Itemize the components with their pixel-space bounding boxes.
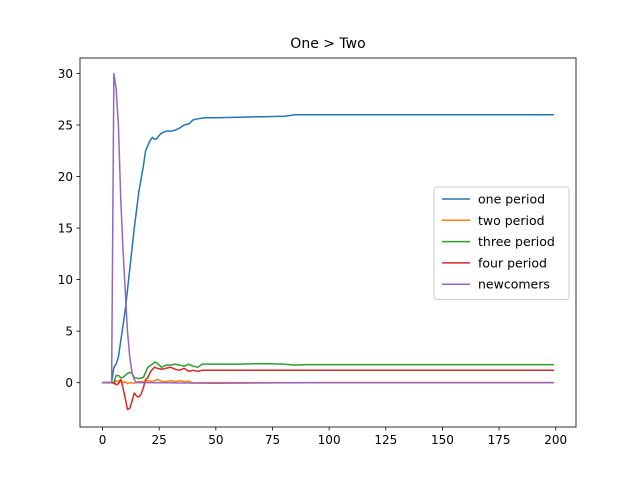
series-line-three-period xyxy=(101,361,555,384)
series-line-one-period xyxy=(101,113,555,384)
x-tick-label: 125 xyxy=(374,433,397,447)
x-tick-label: 175 xyxy=(488,433,511,447)
legend-label: four period xyxy=(478,255,547,270)
x-tick-label: 100 xyxy=(318,433,341,447)
x-axis: 0 25 50 75 100 125 150 175 200 xyxy=(99,427,567,447)
x-tick-label: 0 xyxy=(99,433,107,447)
y-tick-label: 20 xyxy=(58,170,73,184)
y-tick-label: 10 xyxy=(58,273,73,287)
legend: one period two period three period four per… xyxy=(433,186,570,300)
series-line-newcomers xyxy=(101,72,555,384)
legend-label: one period xyxy=(478,192,545,207)
x-tick-label: 75 xyxy=(265,433,280,447)
legend-label: two period xyxy=(478,213,545,228)
series-layer xyxy=(101,72,555,411)
x-tick-label: 50 xyxy=(208,433,223,447)
chart-title: One > Two xyxy=(290,36,365,52)
y-tick-label: 5 xyxy=(65,325,73,339)
x-tick-label: 150 xyxy=(431,433,454,447)
legend-label: newcomers xyxy=(478,277,550,292)
y-tick-label: 25 xyxy=(58,118,73,132)
x-tick-label: 200 xyxy=(544,433,567,447)
x-tick-label: 25 xyxy=(152,433,167,447)
y-tick-label: 30 xyxy=(58,67,73,81)
y-tick-label: 15 xyxy=(58,222,73,236)
y-axis: 0 5 10 15 20 25 30 xyxy=(58,67,80,390)
series-line-four-period xyxy=(101,366,555,411)
plot-area-frame xyxy=(79,57,577,428)
legend-box xyxy=(433,186,570,300)
legend-label: three period xyxy=(478,234,555,249)
y-tick-label: 0 xyxy=(65,376,73,390)
